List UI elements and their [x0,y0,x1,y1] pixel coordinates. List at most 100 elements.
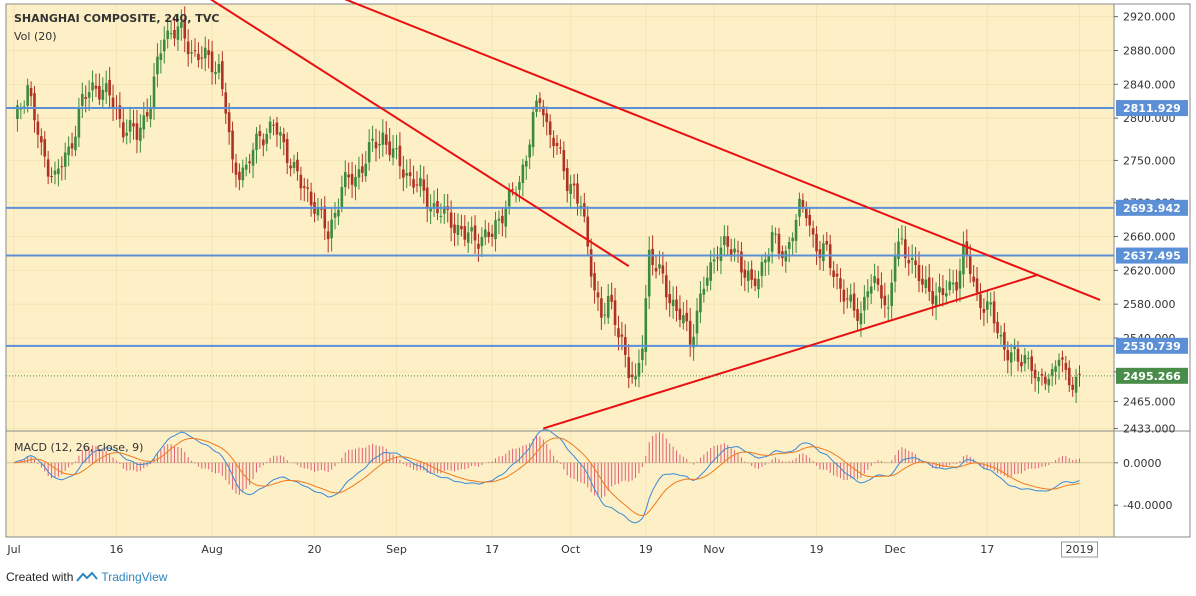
candle-body [1078,373,1081,375]
candle-body [924,279,928,288]
candle-body [227,112,231,133]
price-tick-label: 2750.000 [1123,154,1176,167]
candle-body [1050,369,1054,376]
candle-body [770,231,774,252]
candle-body [145,112,149,117]
candle-body [818,249,822,258]
candle-body [709,262,712,281]
candle-body [1067,367,1071,386]
time-tick-label: Nov [703,543,725,556]
candle-body [934,295,938,307]
candle-body [98,85,101,100]
candle-body [36,121,40,135]
candle-body [210,51,214,73]
candle-body [388,141,391,156]
tradingview-brand-link[interactable]: TradingView [101,570,168,584]
candle-body [1044,376,1047,384]
trend-line [543,273,1039,430]
candle-body [443,206,446,214]
candle-body [74,136,77,151]
level-tag [1116,100,1188,117]
candle-body [480,237,484,247]
time-tick-label: Sep [386,543,407,556]
candle-body [456,225,460,235]
candle-body [429,207,432,212]
candle-body [152,76,156,109]
candle-body [644,298,648,352]
candle-body [326,231,330,240]
trend-line [209,0,630,267]
candle-body [962,243,965,275]
candle-body [695,310,699,334]
candle-body [391,148,395,158]
macd-line [13,429,1080,524]
candle-body [1003,332,1006,350]
candle-body [67,146,70,156]
candle-body [606,296,610,318]
candle-body [364,163,368,177]
candle-body [26,85,29,106]
candle-body [712,259,716,262]
candle-body [965,241,969,257]
candle-body [938,286,941,293]
candle-body [972,276,975,282]
candle-body [842,289,846,302]
axis-background [1114,4,1190,537]
candle-body [668,293,671,304]
candle-body [688,320,692,345]
candle-body [337,209,340,217]
candle-body [425,187,429,209]
candle-body [914,260,917,266]
candle-body [29,88,33,97]
candle-body [296,159,299,172]
candle-body [893,255,897,282]
candle-body [87,92,91,98]
candle-body [815,234,818,252]
candle-body [142,115,146,130]
time-tick-label: Aug [201,543,222,556]
candle-body [685,312,689,322]
candle-body [822,243,825,262]
candle-body [958,270,962,289]
candle-body [699,293,702,313]
candle-body [927,277,931,292]
candle-body [900,238,904,240]
candle-body [692,336,695,348]
level-tag [1116,199,1188,216]
candle-body [603,314,607,316]
tradingview-logo-icon [76,571,99,582]
macd-label: MACD (12, 26, close, 9) [14,441,143,454]
candle-body [518,182,521,190]
candle-body [395,148,398,150]
candle-body [125,132,128,136]
candle-body [719,247,723,261]
candle-body [1026,358,1030,360]
candle-body [381,132,385,145]
time-tick-label: 20 [308,543,322,556]
candle-body [285,138,289,163]
candle-body [931,291,934,304]
macd-group [6,429,1114,524]
candle-body [439,215,443,217]
candle-body [231,130,234,160]
candle-body [787,242,791,249]
candle-body [583,203,586,217]
candle-body [726,236,730,247]
candle-body [84,96,88,99]
candle-body [378,143,381,146]
candle-body [238,171,241,180]
candle-body [490,233,494,237]
candle-body [682,315,685,324]
candle-body [586,216,590,247]
candle-body [70,143,74,149]
candle-body [57,168,60,175]
candle-body [460,225,463,230]
candle-body [415,184,419,186]
candle-body [705,277,709,286]
candle-body [347,174,350,178]
candle-body [774,233,777,235]
chart-border [5,3,1191,538]
candle-body [917,264,921,282]
